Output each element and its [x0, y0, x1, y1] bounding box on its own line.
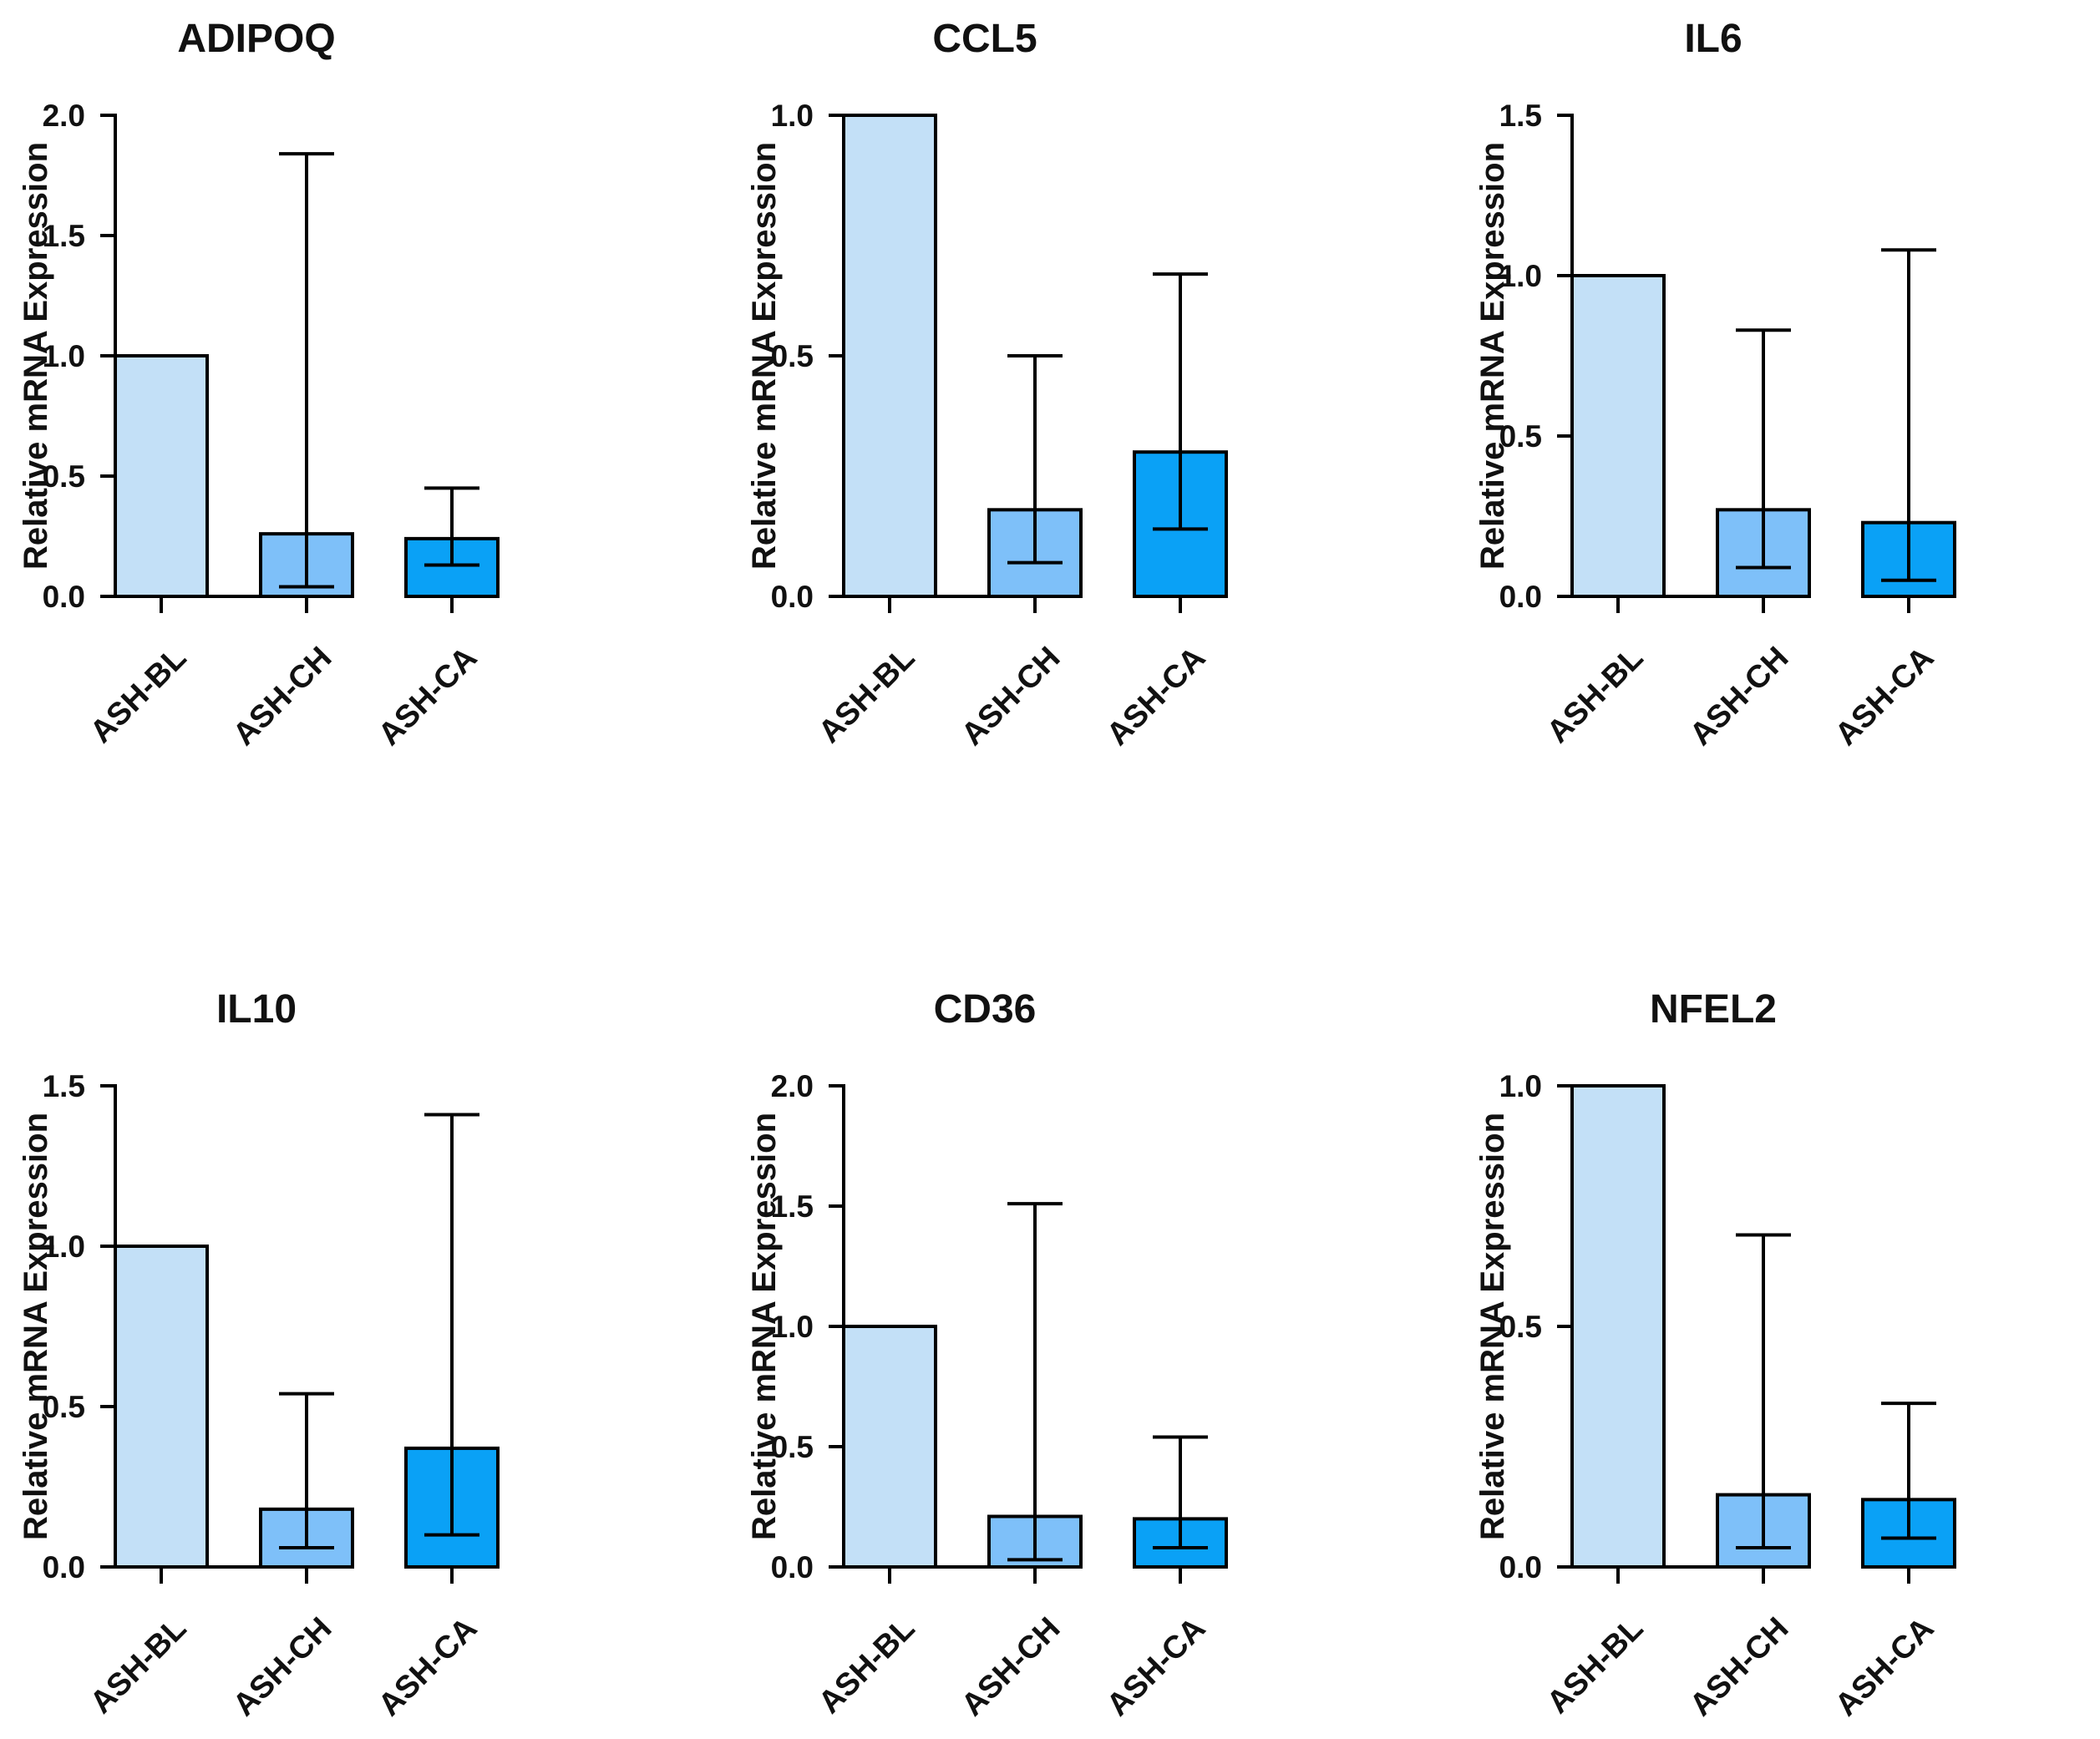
y-tick-label-il6-3: 1.5	[1499, 99, 1542, 133]
error-bar-adipoq-ash-ch	[279, 152, 334, 589]
error-bar-ccl5-ash-ch	[1007, 354, 1063, 565]
panel-cd36: CD36 Relative mRNA Expression 0.0 0.5 1.0 1.5…	[746, 987, 1228, 1723]
y-tick-label-adipoq-2: 1.0	[43, 339, 85, 373]
chart-title-il6: IL6	[1684, 17, 1742, 61]
x-tick-label-ccl5-ash-ca: ASH-CA	[1100, 641, 1212, 753]
y-tick-label-adipoq-1: 0.5	[43, 459, 85, 494]
error-bar-il6-ash-ca	[1881, 248, 1936, 582]
y-axis-label-il6: Relative mRNA Expression	[1474, 142, 1511, 570]
y-tick-label-ccl5-2: 1.0	[771, 99, 814, 133]
y-axis-label-adipoq: Relative mRNA Expression	[18, 142, 54, 570]
panel-il6: IL6 Relative mRNA Expression 0.0 0.5 1.0 1.5 A…	[1474, 17, 1956, 753]
error-bar-adipoq-ash-ca	[424, 486, 479, 567]
error-bar-nfel2-ash-ch	[1736, 1233, 1791, 1549]
panel-nfel2: NFEL2 Relative mRNA Expression 0.0 0.5 1.0 AS…	[1474, 987, 1956, 1723]
y-tick-label-nfel2-1: 0.5	[1499, 1310, 1542, 1344]
x-tick-label-cd36-ash-bl: ASH-BL	[812, 1611, 921, 1721]
y-tick-label-cd36-2: 1.0	[771, 1310, 814, 1344]
x-tick-label-cd36-ash-ca: ASH-CA	[1100, 1611, 1212, 1723]
y-tick-label-ccl5-1: 0.5	[771, 339, 814, 373]
bar-il6-ash-bl	[1570, 274, 1666, 598]
x-tick-label-il10-ash-ca: ASH-CA	[372, 1611, 484, 1723]
bar-cd36-ash-bl	[842, 1325, 937, 1569]
error-bar-il6-ash-ch	[1736, 328, 1791, 570]
error-bar-ccl5-ash-ca	[1153, 272, 1208, 531]
y-tick-label-il6-0: 0.0	[1499, 580, 1542, 614]
x-tick-label-il6-ash-ca: ASH-CA	[1829, 641, 1940, 753]
panel-adipoq: ADIPOQ Relative mRNA Expression 0.0 0.5 1.0 1…	[18, 17, 500, 753]
x-tick-label-nfel2-ash-bl: ASH-BL	[1540, 1611, 1650, 1721]
x-tick-label-nfel2-ash-ca: ASH-CA	[1829, 1611, 1940, 1723]
x-tick-label-il10-ash-ch: ASH-CH	[226, 1611, 338, 1723]
bar-ccl5-ash-bl	[842, 114, 937, 598]
y-tick-label-cd36-1: 0.5	[771, 1430, 814, 1464]
x-tick-label-nfel2-ash-ch: ASH-CH	[1683, 1611, 1795, 1723]
y-tick-label-il10-3: 1.5	[43, 1069, 85, 1103]
chart-title-nfel2: NFEL2	[1650, 987, 1777, 1032]
y-tick-label-ccl5-0: 0.0	[771, 580, 814, 614]
error-bar-cd36-ash-ch	[1007, 1202, 1063, 1562]
y-tick-label-adipoq-0: 0.0	[43, 580, 85, 614]
chart-title-ccl5: CCL5	[932, 17, 1037, 61]
y-tick-label-cd36-0: 0.0	[771, 1550, 814, 1584]
error-bar-il10-ash-ch	[279, 1392, 334, 1549]
y-tick-label-cd36-4: 2.0	[771, 1069, 814, 1103]
error-bar-cd36-ash-ca	[1153, 1435, 1208, 1549]
y-tick-label-il6-1: 0.5	[1499, 419, 1542, 454]
y-axis-label-nfel2: Relative mRNA Expression	[1474, 1113, 1511, 1540]
y-axis-label-ccl5: Relative mRNA Expression	[746, 142, 783, 570]
y-tick-label-il10-0: 0.0	[43, 1550, 85, 1584]
y-tick-label-nfel2-0: 0.0	[1499, 1550, 1542, 1584]
y-axis-label-il10: Relative mRNA Expression	[18, 1113, 54, 1540]
bar-adipoq-ash-bl	[114, 354, 209, 598]
y-tick-label-nfel2-2: 1.0	[1499, 1069, 1542, 1103]
panel-ccl5: CCL5 Relative mRNA Expression 0.0 0.5 1.0 ASH…	[746, 17, 1228, 753]
y-tick-label-il10-1: 0.5	[43, 1390, 85, 1424]
chart-title-il10: IL10	[216, 987, 297, 1032]
x-tick-label-adipoq-ash-ch: ASH-CH	[226, 641, 338, 753]
chart-title-adipoq: ADIPOQ	[177, 17, 335, 61]
x-tick-label-ccl5-ash-ch: ASH-CH	[955, 641, 1067, 753]
y-tick-label-il10-2: 1.0	[43, 1229, 85, 1264]
x-tick-label-ccl5-ash-bl: ASH-BL	[812, 641, 921, 750]
y-tick-label-cd36-3: 1.5	[771, 1189, 814, 1224]
x-tick-label-adipoq-ash-ca: ASH-CA	[372, 641, 484, 753]
y-axis-label-cd36: Relative mRNA Expression	[746, 1113, 783, 1540]
x-tick-label-cd36-ash-ch: ASH-CH	[955, 1611, 1067, 1723]
x-tick-label-il6-ash-bl: ASH-BL	[1540, 641, 1650, 750]
y-tick-label-il6-2: 1.0	[1499, 259, 1542, 293]
y-tick-label-adipoq-3: 1.5	[43, 219, 85, 253]
x-tick-label-il6-ash-ch: ASH-CH	[1683, 641, 1795, 753]
bar-il10-ash-bl	[114, 1245, 209, 1569]
x-tick-label-adipoq-ash-bl: ASH-BL	[84, 641, 193, 750]
chart-title-cd36: CD36	[934, 987, 1037, 1032]
y-tick-label-adipoq-4: 2.0	[43, 99, 85, 133]
panel-il10: IL10 Relative mRNA Expression 0.0 0.5 1.0 1.5…	[18, 987, 500, 1723]
error-bar-nfel2-ash-ca	[1881, 1402, 1936, 1540]
x-tick-label-il10-ash-bl: ASH-BL	[84, 1611, 193, 1721]
bar-nfel2-ash-bl	[1570, 1084, 1666, 1569]
error-bar-il10-ash-ca	[424, 1113, 479, 1537]
